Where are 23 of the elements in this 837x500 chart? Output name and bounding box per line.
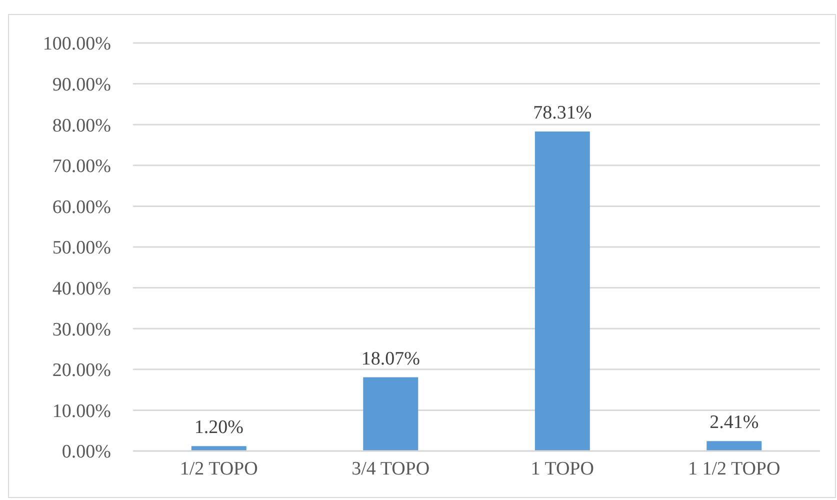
- y-tick-label: 80.00%: [52, 115, 112, 136]
- y-tick-label: 10.00%: [52, 400, 112, 422]
- y-tick-label: 100.00%: [42, 34, 112, 55]
- y-tick-label: 50.00%: [52, 238, 112, 259]
- data-label: 2.41%: [710, 412, 759, 434]
- bar: [534, 131, 590, 451]
- data-label: 1.20%: [194, 417, 244, 438]
- x-tick-label: 3/4 TOPO: [352, 458, 430, 480]
- bar: [363, 377, 418, 451]
- data-label: 18.07%: [361, 348, 420, 370]
- y-tick-label: 90.00%: [52, 74, 112, 96]
- y-tick-label: 30.00%: [52, 319, 112, 340]
- y-tick-label: 70.00%: [52, 156, 112, 178]
- bar: [706, 441, 762, 451]
- y-tick-label: 40.00%: [52, 278, 112, 300]
- y-tick-label: 20.00%: [52, 360, 112, 382]
- bar: [191, 446, 246, 451]
- y-tick-label: 60.00%: [52, 196, 112, 218]
- data-label: 78.31%: [533, 102, 592, 124]
- x-tick-label: 1 TOPO: [530, 458, 594, 480]
- y-tick-label: 0.00%: [62, 442, 112, 463]
- x-tick-label: 1 1/2 TOPO: [688, 458, 780, 480]
- x-tick-label: 1/2 TOPO: [180, 458, 258, 480]
